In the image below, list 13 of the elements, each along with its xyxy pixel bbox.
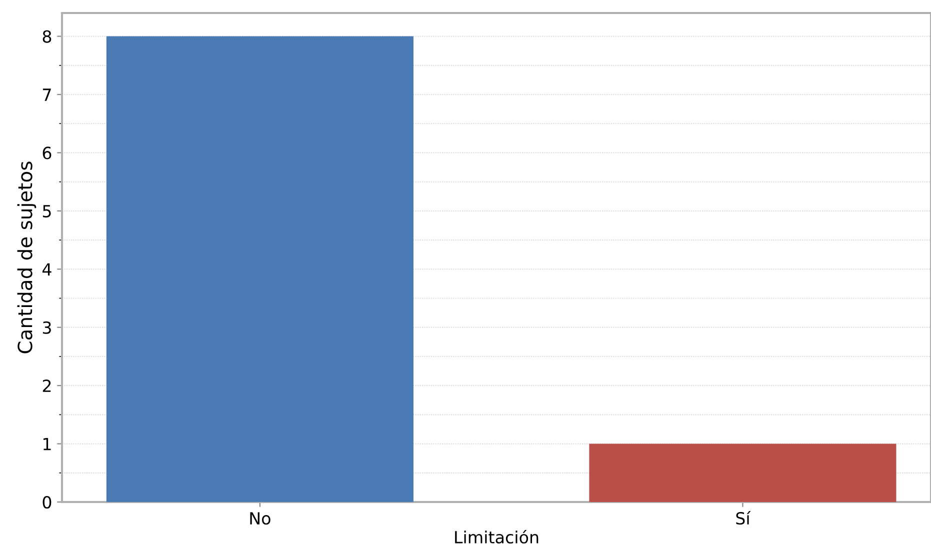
y-tick-label: 6 [42,146,52,160]
y-axis-title: Cantidad de sujetos [17,162,36,354]
y-tick-label: 0 [42,496,52,509]
x-tick-label: Sí [736,511,751,525]
y-tick-label: 8 [42,30,52,43]
y-tick-label: 3 [42,321,51,334]
y-tick-label: 1 [44,438,51,450]
y-tick-label: 7 [43,88,51,101]
x-tick-label: No [250,512,270,525]
x-axis-title: Limitación [455,530,538,544]
y-tick-label: 5 [42,205,51,218]
y-tick-label: 2 [42,380,51,392]
y-tick-label: 4 [42,263,52,276]
